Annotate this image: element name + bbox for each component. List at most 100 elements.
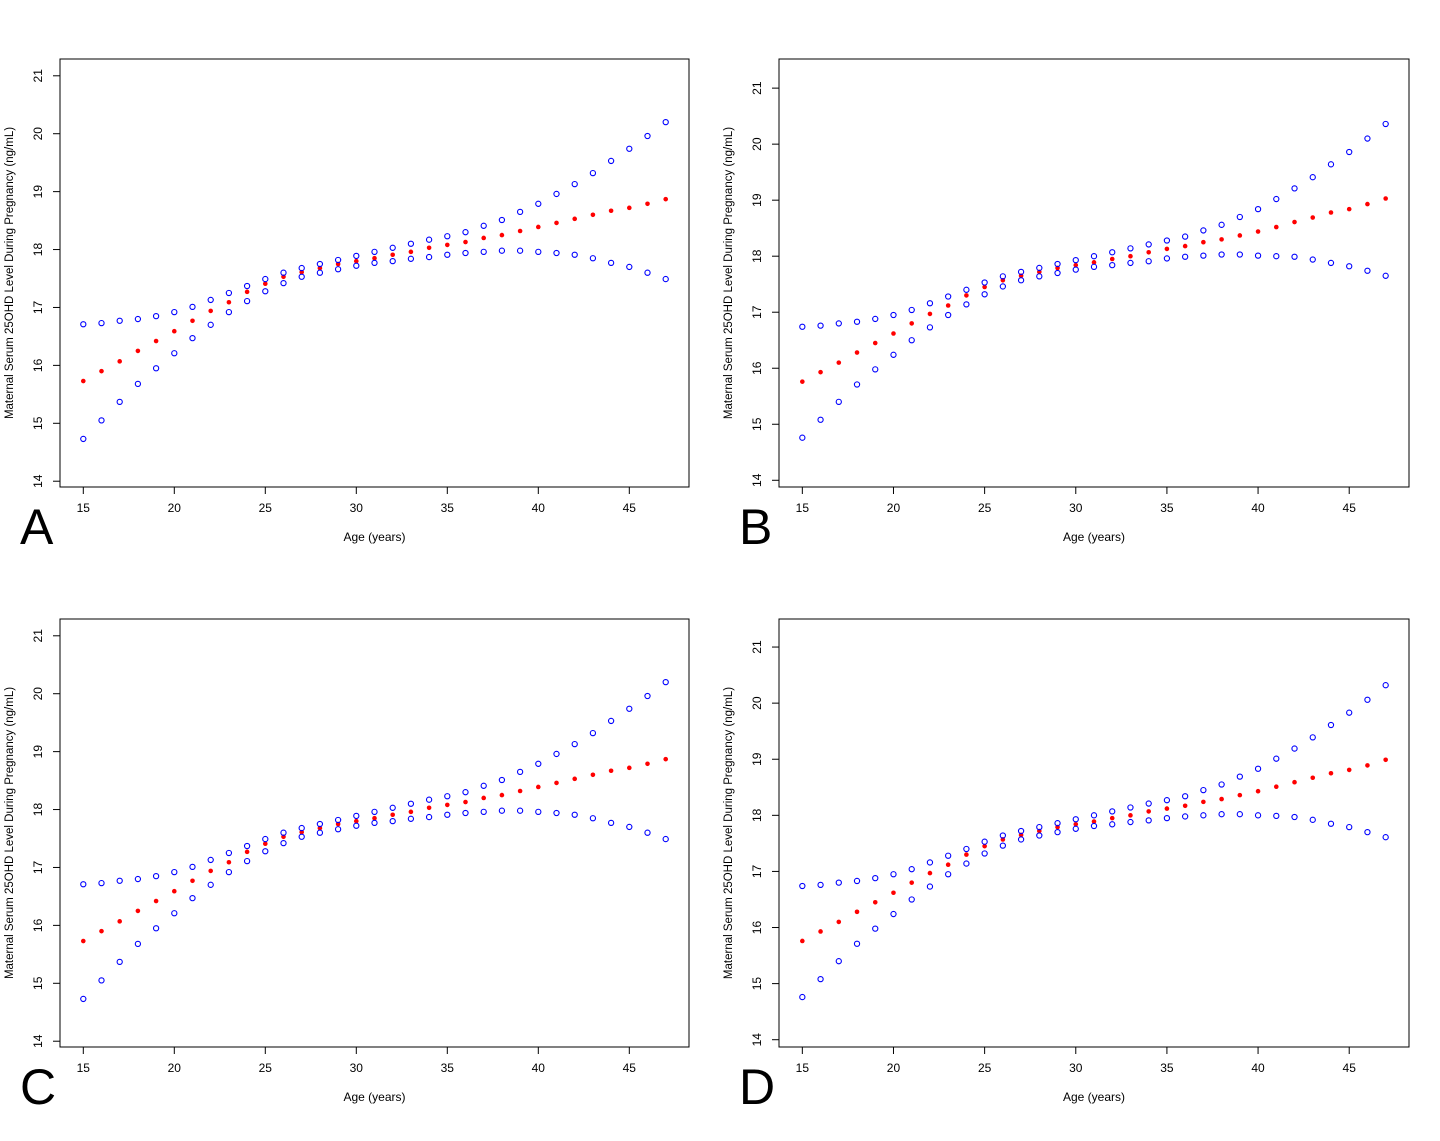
bound-point: [1200, 812, 1207, 819]
bound-point: [853, 940, 861, 947]
mean-point: [1237, 792, 1243, 798]
bound-point: [334, 816, 342, 824]
mean-point: [836, 919, 842, 925]
bound-point: [262, 288, 269, 295]
bound-point: [872, 366, 879, 373]
bound-point: [644, 132, 651, 140]
mean-point: [945, 862, 951, 867]
bound-point: [1054, 269, 1061, 277]
mean-point: [1292, 779, 1297, 785]
bound-point: [607, 819, 615, 827]
mean-point: [1310, 775, 1316, 781]
bound-point: [425, 253, 433, 261]
mean-point: [818, 929, 823, 934]
x-tick-label: 15: [77, 501, 91, 515]
y-tick-label: 20: [31, 127, 45, 141]
x-tick-label: 45: [1343, 1061, 1357, 1075]
mean-point: [982, 284, 987, 290]
bound-point: [1218, 781, 1225, 788]
bound-point: [498, 776, 506, 784]
bound-point: [1291, 185, 1298, 192]
mean-point: [608, 768, 614, 774]
mean-point: [927, 311, 933, 317]
bound-point: [1072, 256, 1079, 264]
bound-point: [1145, 817, 1152, 824]
mean-point: [99, 928, 104, 934]
bound-point: [407, 800, 415, 807]
bound-point: [799, 323, 806, 330]
mean-point: [1182, 243, 1188, 249]
mean-point: [499, 792, 505, 798]
bound-point: [607, 157, 615, 165]
bound-point: [316, 829, 324, 836]
bound-point: [316, 260, 324, 268]
panel-letter: D: [739, 1059, 775, 1115]
bound-point: [1163, 237, 1171, 244]
bound-point: [1090, 263, 1098, 270]
mean-point: [499, 232, 505, 238]
bound-point: [298, 833, 305, 840]
mean-point: [1365, 201, 1370, 207]
mean-point: [663, 756, 669, 762]
bound-point: [1346, 148, 1353, 156]
y-tick-label: 15: [750, 977, 764, 991]
mean-point: [945, 303, 951, 308]
mean-point: [1383, 757, 1388, 763]
bound-point: [444, 793, 451, 800]
bound-point: [98, 319, 105, 327]
bound-point: [116, 958, 123, 966]
y-axis-label: Maternal Serum 25OHD Level During Pregna…: [4, 127, 16, 419]
bound-point: [872, 315, 879, 323]
bound-point: [171, 910, 178, 917]
mean-point: [645, 761, 650, 767]
mean-point: [909, 880, 915, 885]
mean-point: [1237, 233, 1243, 238]
x-tick-label: 35: [441, 501, 455, 515]
mean-point: [262, 281, 268, 287]
bound-point: [134, 940, 142, 948]
x-tick-label: 40: [1251, 1061, 1265, 1075]
bound-point: [872, 925, 879, 932]
bound-point: [134, 875, 142, 883]
mean-point: [1164, 246, 1170, 252]
x-tick-label: 30: [350, 501, 364, 515]
mean-point: [463, 799, 468, 805]
mean-point: [854, 909, 860, 915]
mean-point: [1201, 799, 1206, 805]
mean-point: [964, 852, 969, 857]
bound-point: [152, 312, 160, 320]
mean-point: [445, 242, 450, 248]
bound-point: [926, 324, 934, 331]
bound-point: [535, 248, 542, 256]
x-tick-label: 40: [1251, 501, 1265, 515]
bound-point: [1291, 253, 1298, 260]
bound-point: [498, 807, 506, 814]
bound-point: [1273, 755, 1280, 762]
bound-point: [407, 255, 415, 262]
bound-point: [835, 958, 842, 965]
bound-point: [1309, 734, 1316, 741]
bound-point: [1309, 816, 1316, 823]
bound-point: [189, 335, 196, 342]
bound-point: [316, 820, 324, 828]
bound-point: [1382, 120, 1389, 128]
bound-point: [371, 808, 378, 816]
y-tick-label: 21: [750, 81, 764, 95]
bound-point: [571, 811, 578, 818]
bound-point: [890, 351, 897, 358]
y-tick-label: 17: [31, 300, 45, 314]
mean-point: [226, 299, 232, 305]
bound-point: [1218, 221, 1225, 228]
bound-point: [498, 216, 506, 224]
y-tick-label: 17: [750, 864, 764, 878]
bound-point: [225, 849, 233, 857]
y-tick-label: 18: [750, 808, 764, 822]
mean-point: [1328, 770, 1334, 776]
bound-point: [963, 845, 970, 853]
bound-point: [535, 760, 542, 767]
mean-point: [1328, 210, 1334, 215]
bound-point: [1163, 797, 1171, 804]
bound-point: [334, 826, 342, 833]
bound-point: [1254, 205, 1262, 213]
y-tick-label: 14: [31, 474, 45, 488]
